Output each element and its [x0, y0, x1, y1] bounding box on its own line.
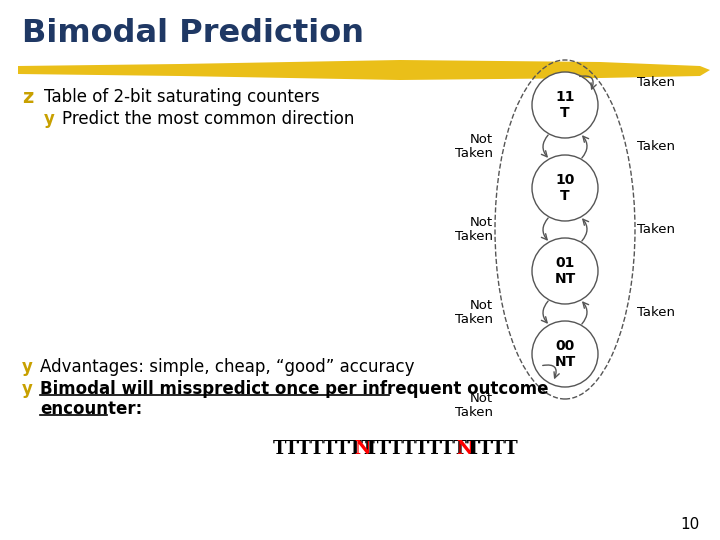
Text: 10
T: 10 T: [555, 173, 575, 203]
Text: 00
NT: 00 NT: [554, 339, 575, 369]
Text: y: y: [44, 110, 55, 128]
Text: encounter:: encounter:: [40, 400, 143, 418]
Text: TTTTTTTTT: TTTTTTTTT: [364, 440, 480, 458]
Text: y: y: [22, 380, 33, 398]
Text: N: N: [354, 440, 371, 458]
Text: TTTTTTTT: TTTTTTTT: [273, 440, 375, 458]
Text: N: N: [456, 440, 473, 458]
Circle shape: [532, 72, 598, 138]
Text: Bimodal will misspredict once per infrequent outcome: Bimodal will misspredict once per infreq…: [40, 380, 549, 398]
Text: Predict the most common direction: Predict the most common direction: [62, 110, 354, 128]
Text: Bimodal Prediction: Bimodal Prediction: [22, 18, 364, 49]
Text: z: z: [22, 88, 33, 107]
Text: Taken: Taken: [637, 223, 675, 236]
Text: Taken: Taken: [637, 140, 675, 153]
Text: Not
Taken: Not Taken: [455, 216, 493, 243]
Text: 01
NT: 01 NT: [554, 256, 575, 286]
Text: Not
Taken: Not Taken: [455, 133, 493, 160]
Text: Taken: Taken: [637, 306, 675, 319]
Text: 11
T: 11 T: [555, 90, 575, 120]
Polygon shape: [18, 60, 710, 80]
Circle shape: [532, 155, 598, 221]
Text: Not
Taken: Not Taken: [455, 392, 493, 418]
Text: Table of 2-bit saturating counters: Table of 2-bit saturating counters: [44, 88, 320, 106]
Text: TTTT: TTTT: [467, 440, 518, 458]
Circle shape: [532, 321, 598, 387]
Text: y: y: [22, 358, 33, 376]
Text: Taken: Taken: [637, 77, 675, 90]
Text: 10: 10: [680, 517, 700, 532]
Text: Advantages: simple, cheap, “good” accuracy: Advantages: simple, cheap, “good” accura…: [40, 358, 415, 376]
Text: Not
Taken: Not Taken: [455, 299, 493, 326]
Circle shape: [532, 238, 598, 304]
